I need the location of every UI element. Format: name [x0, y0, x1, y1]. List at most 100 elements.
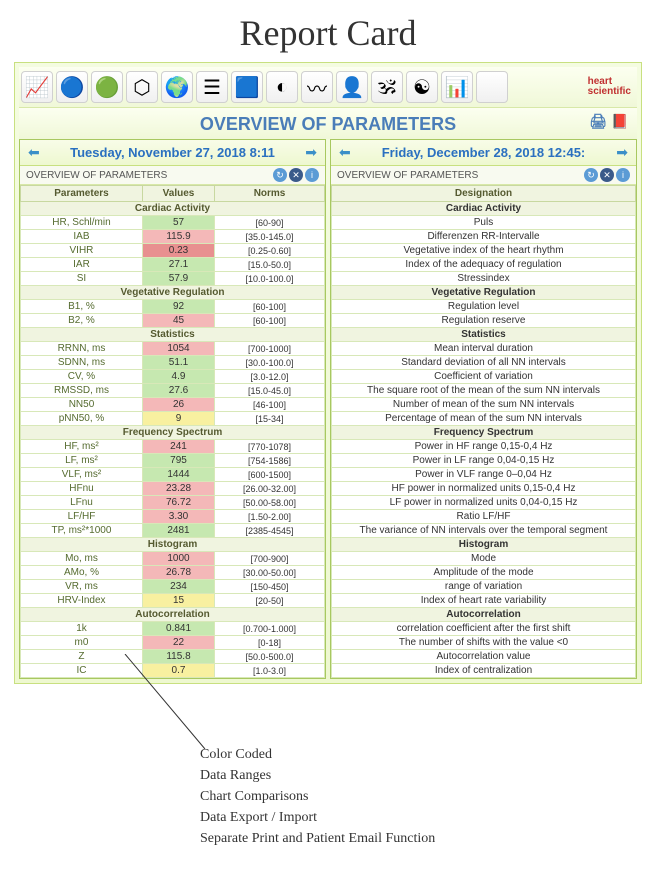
- param-cell: TP, ms²*1000: [21, 524, 143, 538]
- param-cell: LF/HF: [21, 510, 143, 524]
- table-row: Power in HF range 0,15-0,4 Hz: [332, 440, 636, 454]
- om-icon[interactable]: 🕉: [371, 71, 403, 103]
- value-cell: 26: [142, 398, 214, 412]
- section-title: Histogram: [332, 538, 636, 552]
- chart-icon[interactable]: 📊: [441, 71, 473, 103]
- table-row: Power in VLF range 0–0,04 Hz: [332, 468, 636, 482]
- norms-cell: [10.0-100.0]: [215, 272, 325, 286]
- norms-cell: [15.0-50.0]: [215, 258, 325, 272]
- table-row: LF, ms²795[754-1586]: [21, 454, 325, 468]
- table-row: Regulation reserve: [332, 314, 636, 328]
- hex-icon[interactable]: ⬡: [126, 71, 158, 103]
- table-row: VR, ms234[150-450]: [21, 580, 325, 594]
- value-cell: 115.8: [142, 650, 214, 664]
- table-row: The number of shifts with the value <0: [332, 636, 636, 650]
- overview-title-bar: OVERVIEW OF PARAMETERS 🖨📕: [19, 108, 637, 139]
- table-row: LFnu76.72[50.00-58.00]: [21, 496, 325, 510]
- circle-icon[interactable]: 🟢: [91, 71, 123, 103]
- table-row: B1, %92[60-100]: [21, 300, 325, 314]
- param-cell: SDNN, ms: [21, 356, 143, 370]
- table-row: TP, ms²*10002481[2385-4545]: [21, 524, 325, 538]
- norms-cell: [46-100]: [215, 398, 325, 412]
- table-row: RMSSD, ms27.6[15.0-45.0]: [21, 384, 325, 398]
- square-icon[interactable]: 🟦: [231, 71, 263, 103]
- norms-cell: [60-100]: [215, 300, 325, 314]
- norms-cell: [15.0-45.0]: [215, 384, 325, 398]
- bars-icon[interactable]: ☰: [196, 71, 228, 103]
- designation-cell: correlation coefficient after the first …: [332, 622, 636, 636]
- info-icon[interactable]: i: [616, 168, 630, 182]
- value-cell: 92: [142, 300, 214, 314]
- right-table: DesignationCardiac ActivityPulsDifferenz…: [331, 185, 636, 678]
- feature-item: Data Export / Import: [200, 807, 656, 828]
- refresh-icon[interactable]: ↻: [273, 168, 287, 182]
- blank-icon[interactable]: [476, 71, 508, 103]
- feature-item: Separate Print and Patient Email Functio…: [200, 828, 656, 849]
- ecg-icon[interactable]: 📈: [21, 71, 53, 103]
- left-next-arrow[interactable]: ➡: [303, 144, 319, 161]
- norms-cell: [60-90]: [215, 216, 325, 230]
- dots-icon[interactable]: 🔵: [56, 71, 88, 103]
- param-cell: IAB: [21, 230, 143, 244]
- wave-icon[interactable]: 〰: [301, 71, 333, 103]
- table-row: SDNN, ms51.1[30.0-100.0]: [21, 356, 325, 370]
- designation-cell: Ratio LF/HF: [332, 510, 636, 524]
- yinyang-icon[interactable]: ☯: [406, 71, 438, 103]
- value-cell: 9: [142, 412, 214, 426]
- table-row: Amplitude of the mode: [332, 566, 636, 580]
- norms-cell: [3.0-12.0]: [215, 370, 325, 384]
- value-cell: 15: [142, 594, 214, 608]
- pie-icon[interactable]: ◐: [266, 71, 298, 103]
- norms-cell: [26.00-32.00]: [215, 482, 325, 496]
- table-row: IAB115.9[35.0-145.0]: [21, 230, 325, 244]
- table-row: VLF, ms²1444[600-1500]: [21, 468, 325, 482]
- left-prev-arrow[interactable]: ⬅: [26, 144, 42, 161]
- param-cell: 1k: [21, 622, 143, 636]
- section-title: Cardiac Activity: [332, 202, 636, 216]
- section-title: Statistics: [21, 328, 325, 342]
- param-cell: VLF, ms²: [21, 468, 143, 482]
- right-panel: ⬅ Friday, December 28, 2018 12:45: ➡ OVE…: [330, 139, 637, 679]
- designation-cell: Index of heart rate variability: [332, 594, 636, 608]
- close-icon[interactable]: ✕: [289, 168, 303, 182]
- info-icon[interactable]: i: [305, 168, 319, 182]
- map-icon[interactable]: 🌍: [161, 71, 193, 103]
- value-cell: 27.1: [142, 258, 214, 272]
- section-title: Frequency Spectrum: [21, 426, 325, 440]
- refresh-icon[interactable]: ↻: [584, 168, 598, 182]
- param-cell: B1, %: [21, 300, 143, 314]
- designation-cell: range of variation: [332, 580, 636, 594]
- value-cell: 1000: [142, 552, 214, 566]
- section-title: Statistics: [332, 328, 636, 342]
- left-date-bar: ⬅ Tuesday, November 27, 2018 8:11 ➡: [20, 140, 325, 166]
- head-icon[interactable]: 👤: [336, 71, 368, 103]
- table-row: IC0.7[1.0-3.0]: [21, 664, 325, 678]
- table-row: Regulation level: [332, 300, 636, 314]
- close-icon[interactable]: ✕: [600, 168, 614, 182]
- designation-cell: Regulation level: [332, 300, 636, 314]
- table-row: Percentage of mean of the sum NN interva…: [332, 412, 636, 426]
- table-row: Coefficient of variation: [332, 370, 636, 384]
- table-row: SI57.9[10.0-100.0]: [21, 272, 325, 286]
- book-icon[interactable]: 📕: [611, 112, 629, 130]
- value-cell: 57: [142, 216, 214, 230]
- table-row: AMo, %26.78[30.00-50.00]: [21, 566, 325, 580]
- norms-cell: [15-34]: [215, 412, 325, 426]
- norms-cell: [1.0-3.0]: [215, 664, 325, 678]
- table-row: HR, Schl/min57[60-90]: [21, 216, 325, 230]
- norms-cell: [770-1078]: [215, 440, 325, 454]
- param-cell: Mo, ms: [21, 552, 143, 566]
- table-row: correlation coefficient after the first …: [332, 622, 636, 636]
- column-header: Parameters: [21, 186, 143, 202]
- param-cell: HFnu: [21, 482, 143, 496]
- designation-cell: Amplitude of the mode: [332, 566, 636, 580]
- section-title: Vegetative Regulation: [21, 286, 325, 300]
- right-prev-arrow[interactable]: ⬅: [337, 144, 353, 161]
- param-cell: SI: [21, 272, 143, 286]
- print-icon[interactable]: 🖨: [589, 112, 607, 130]
- left-date-text: Tuesday, November 27, 2018 8:11: [70, 145, 275, 160]
- right-next-arrow[interactable]: ➡: [614, 144, 630, 161]
- param-cell: HR, Schl/min: [21, 216, 143, 230]
- table-row: Differenzen RR-Intervalle: [332, 230, 636, 244]
- designation-cell: Mode: [332, 552, 636, 566]
